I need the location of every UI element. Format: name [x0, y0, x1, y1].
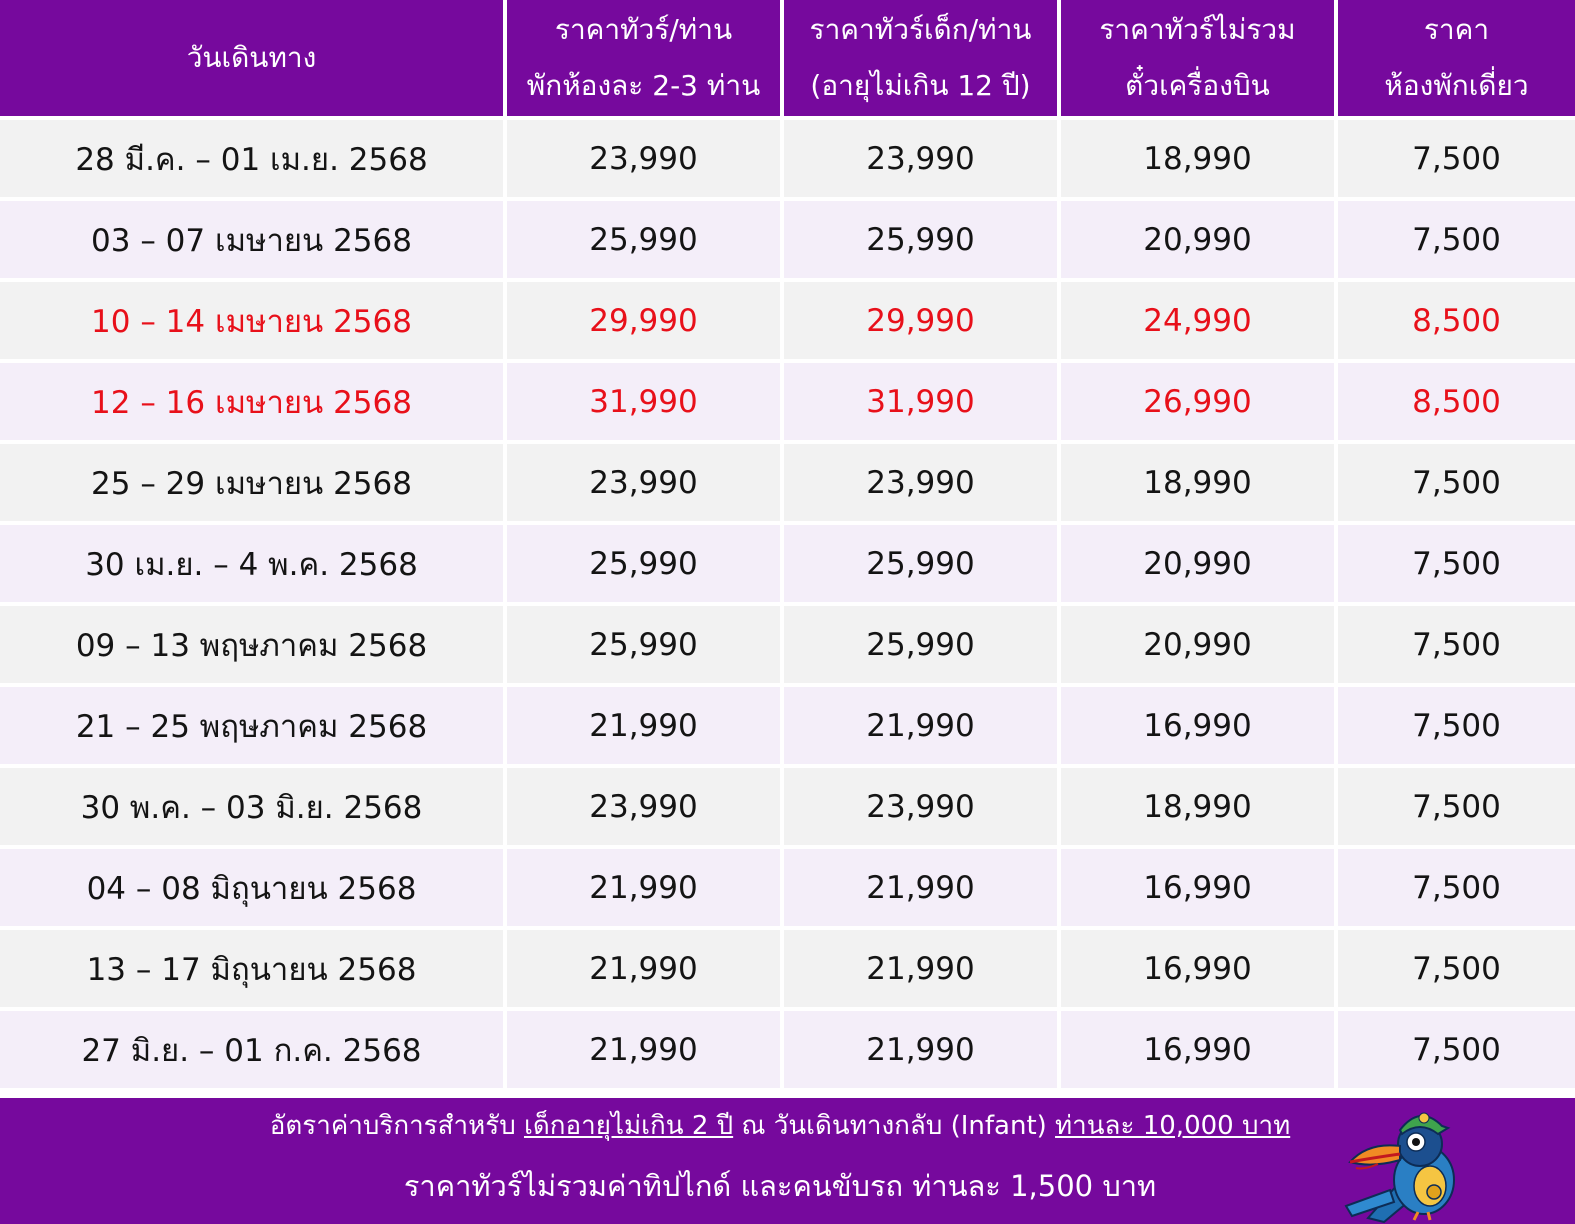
- date-cell: 30 พ.ค. – 03 มิ.ย. 2568: [0, 768, 503, 845]
- single-room-price-cell: 8,500: [1338, 363, 1575, 440]
- single-room-price-cell: 7,500: [1338, 930, 1575, 1007]
- single-room-price-cell: 7,500: [1338, 444, 1575, 521]
- single-room-price-cell: 8,500: [1338, 282, 1575, 359]
- header-adult-price: ราคาทัวร์/ท่าน พักห้องละ 2-3 ท่าน: [507, 0, 780, 116]
- no-flight-price-cell: 18,990: [1061, 768, 1334, 845]
- header-adult-price-line2: พักห้องละ 2-3 ท่าน: [526, 69, 761, 102]
- adult-price-cell: 21,990: [507, 687, 780, 764]
- single-room-price-cell: 7,500: [1338, 849, 1575, 926]
- single-room-price-cell: 7,500: [1338, 1011, 1575, 1088]
- header-single-room-price-line2: ห้องพักเดี่ยว: [1384, 69, 1529, 102]
- date-cell: 28 มี.ค. – 01 เม.ย. 2568: [0, 120, 503, 197]
- date-cell: 09 – 13 พฤษภาคม 2568: [0, 606, 503, 683]
- date-cell: 04 – 08 มิถุนายน 2568: [0, 849, 503, 926]
- child-price-cell: 23,990: [784, 444, 1057, 521]
- child-price-cell: 25,990: [784, 606, 1057, 683]
- no-flight-price-cell: 20,990: [1061, 201, 1334, 278]
- infant-age-condition: เด็กอายุไม่เกิน 2 ปี: [523, 1111, 734, 1141]
- date-cell: 13 – 17 มิถุนายน 2568: [0, 930, 503, 1007]
- child-price-cell: 25,990: [784, 525, 1057, 602]
- single-room-price-cell: 7,500: [1338, 768, 1575, 845]
- single-room-price-cell: 7,500: [1338, 525, 1575, 602]
- no-flight-price-cell: 24,990: [1061, 282, 1334, 359]
- child-price-cell: 23,990: [784, 120, 1057, 197]
- header-single-room-price-line1: ราคา: [1423, 13, 1490, 46]
- no-flight-price-cell: 26,990: [1061, 363, 1334, 440]
- adult-price-cell: 23,990: [507, 768, 780, 845]
- child-price-cell: 21,990: [784, 1011, 1057, 1088]
- adult-price-cell: 21,990: [507, 849, 780, 926]
- infant-rate-note: อัตราค่าบริการสำหรับ เด็กอายุไม่เกิน 2 ป…: [0, 1106, 1560, 1146]
- no-flight-price-cell: 16,990: [1061, 1011, 1334, 1088]
- date-cell: 10 – 14 เมษายน 2568: [0, 282, 503, 359]
- header-no-flight-price-line1: ราคาทัวร์ไม่รวม: [1099, 13, 1296, 46]
- infant-rate-amount: ท่านละ 10,000 บาท: [1055, 1111, 1291, 1141]
- adult-price-cell: 29,990: [507, 282, 780, 359]
- single-room-price-cell: 7,500: [1338, 120, 1575, 197]
- header-departure-date: วันเดินทาง: [0, 0, 503, 116]
- header-child-price: ราคาทัวร์เด็ก/ท่าน (อายุไม่เกิน 12 ปี): [784, 0, 1057, 116]
- toucan-mascot-icon: [1344, 1112, 1455, 1224]
- date-cell: 12 – 16 เมษายน 2568: [0, 363, 503, 440]
- no-flight-price-cell: 16,990: [1061, 687, 1334, 764]
- header-no-flight-price-line2: ตั๋วเครื่องบิน: [1125, 69, 1270, 102]
- infant-rate-middle: ณ วันเดินทางกลับ (Infant): [733, 1111, 1056, 1141]
- adult-price-cell: 23,990: [507, 120, 780, 197]
- date-cell: 30 เม.ย. – 4 พ.ค. 2568: [0, 525, 503, 602]
- header-child-price-line1: ราคาทัวร์เด็ก/ท่าน: [809, 13, 1032, 46]
- adult-price-cell: 25,990: [507, 201, 780, 278]
- date-cell: 21 – 25 พฤษภาคม 2568: [0, 687, 503, 764]
- no-flight-price-cell: 18,990: [1061, 444, 1334, 521]
- adult-price-cell: 25,990: [507, 606, 780, 683]
- no-flight-price-cell: 16,990: [1061, 849, 1334, 926]
- header-child-price-line2: (อายุไม่เกิน 12 ปี): [810, 69, 1031, 102]
- adult-price-cell: 31,990: [507, 363, 780, 440]
- child-price-cell: 29,990: [784, 282, 1057, 359]
- header-adult-price-line1: ราคาทัวร์/ท่าน: [554, 13, 733, 46]
- child-price-cell: 23,990: [784, 768, 1057, 845]
- adult-price-cell: 23,990: [507, 444, 780, 521]
- header-no-flight-price: ราคาทัวร์ไม่รวม ตั๋วเครื่องบิน: [1061, 0, 1334, 116]
- single-room-price-cell: 7,500: [1338, 201, 1575, 278]
- price-table: วันเดินทาง ราคาทัวร์/ท่าน พักห้องละ 2-3 …: [0, 0, 1575, 1088]
- adult-price-cell: 21,990: [507, 930, 780, 1007]
- infant-rate-prefix: อัตราค่าบริการสำหรับ: [269, 1111, 524, 1141]
- adult-price-cell: 25,990: [507, 525, 780, 602]
- child-price-cell: 21,990: [784, 687, 1057, 764]
- child-price-cell: 21,990: [784, 849, 1057, 926]
- single-room-price-cell: 7,500: [1338, 687, 1575, 764]
- child-price-cell: 21,990: [784, 930, 1057, 1007]
- tip-note: ราคาทัวร์ไม่รวมค่าทิปไกด์ และคนขับรถ ท่า…: [403, 1169, 1157, 1203]
- no-flight-price-cell: 20,990: [1061, 525, 1334, 602]
- no-flight-price-cell: 20,990: [1061, 606, 1334, 683]
- child-price-cell: 31,990: [784, 363, 1057, 440]
- header-departure-date-line1: วันเดินทาง: [186, 41, 317, 74]
- date-cell: 25 – 29 เมษายน 2568: [0, 444, 503, 521]
- child-price-cell: 25,990: [784, 201, 1057, 278]
- footer-banner: อัตราค่าบริการสำหรับ เด็กอายุไม่เกิน 2 ป…: [0, 1098, 1575, 1224]
- no-flight-price-cell: 16,990: [1061, 930, 1334, 1007]
- date-cell: 03 – 07 เมษายน 2568: [0, 201, 503, 278]
- header-single-room-price: ราคา ห้องพักเดี่ยว: [1338, 0, 1575, 116]
- no-flight-price-cell: 18,990: [1061, 120, 1334, 197]
- single-room-price-cell: 7,500: [1338, 606, 1575, 683]
- adult-price-cell: 21,990: [507, 1011, 780, 1088]
- date-cell: 27 มิ.ย. – 01 ก.ค. 2568: [0, 1011, 503, 1088]
